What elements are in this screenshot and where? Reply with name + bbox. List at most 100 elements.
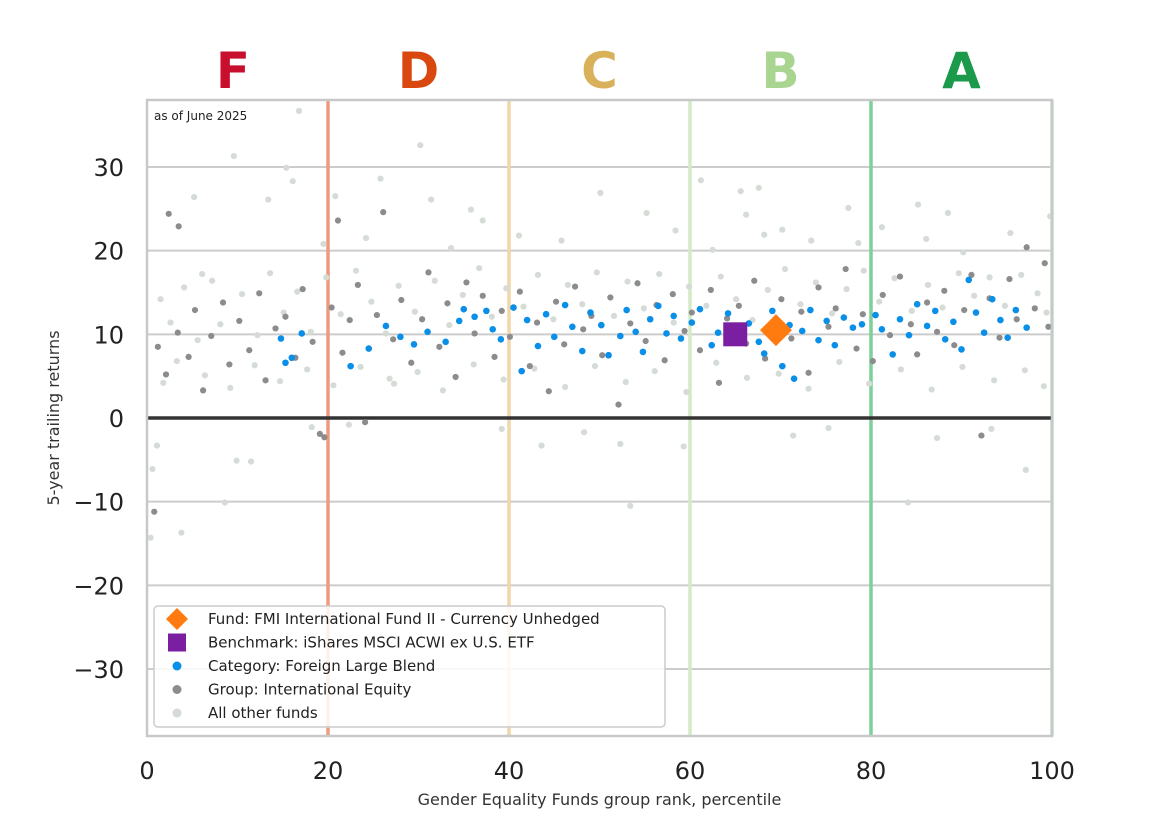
data-point [157,296,164,303]
data-point [288,354,296,362]
data-point [907,321,914,328]
data-point [518,367,525,375]
legend-entry: All other funds [172,704,318,722]
legend-label: Fund: FMI International Fund II - Curren… [208,610,600,628]
data-point [247,458,255,465]
data-point [390,380,398,387]
data-point [939,304,946,311]
data-point [1022,466,1029,473]
data-point [914,351,921,358]
data-point [209,277,216,284]
series-group [151,209,1052,515]
data-point [958,346,965,353]
data-point [265,196,272,203]
data-point [845,204,852,212]
data-point [828,310,836,317]
grade-letter: D [398,42,440,100]
data-point [775,370,782,377]
data-point [316,430,323,437]
data-point [236,317,243,325]
data-point [425,269,432,276]
data-point [683,388,690,396]
legend-marker [172,661,182,671]
data-point [200,387,207,394]
data-point [805,369,812,376]
data-point [173,357,180,365]
data-point [447,245,455,252]
data-point [452,373,459,381]
data-point [587,309,594,316]
data-point [1013,316,1020,323]
data-point [307,328,314,335]
data-point [715,379,723,386]
data-point [330,382,337,389]
x-tick-label: 40 [494,757,525,785]
legend-marker [172,708,182,718]
data-point [217,321,224,328]
data-point [498,307,505,314]
y-axis-title: 5-year trailing returns [44,330,63,505]
data-point [339,349,346,356]
data-point [928,386,935,393]
data-point [905,499,912,506]
data-point [221,499,228,506]
grade-letter: B [761,42,799,100]
data-point [971,292,978,299]
data-point [460,305,468,313]
data-point [1018,271,1025,278]
data-point [743,211,750,218]
data-point [755,184,762,191]
data-point [424,328,431,336]
data-point [1040,383,1047,390]
data-point [670,312,678,320]
data-point [191,306,199,314]
data-point [696,347,704,354]
data-point [986,274,993,281]
data-point [950,318,957,326]
data-point [743,374,751,381]
data-point [201,372,209,379]
data-point [955,270,962,277]
data-point [230,152,237,160]
data-point [238,291,246,298]
data-point [797,301,804,308]
data-point [357,363,364,371]
x-axis-title: Gender Equality Funds group rank, percen… [418,790,782,809]
x-tick-label: 20 [313,757,344,785]
data-point [941,287,948,294]
data-point [266,270,274,277]
data-point [751,277,758,284]
series-group [147,107,1054,541]
data-point [185,353,192,361]
data-point [622,378,629,386]
legend-entry: Category: Foreign Large Blend [172,657,435,675]
data-point [670,319,677,326]
data-point [840,314,848,321]
data-point [688,309,695,316]
data-point [1034,290,1041,297]
data-point [643,209,650,217]
data-point [815,284,822,291]
data-point [923,322,931,330]
data-point [337,311,344,318]
data-point [233,457,240,464]
data-point [866,380,873,387]
data-point [897,366,904,373]
y-tick-label: −20 [73,572,124,600]
data-point [663,330,670,337]
y-axis-ticks: −30 −20 −10 0 10 20 30 [73,154,124,684]
data-point [227,384,234,391]
data-point [941,336,949,343]
legend-label: All other funds [208,704,318,722]
data-point [283,164,290,171]
data-point [617,440,624,448]
data-point [627,502,634,509]
data-point [417,142,424,149]
data-point [832,305,839,312]
data-point [552,298,560,305]
data-point [254,332,261,339]
data-point [320,240,327,248]
data-point [160,379,167,386]
data-point [272,325,279,332]
data-point [779,362,786,370]
